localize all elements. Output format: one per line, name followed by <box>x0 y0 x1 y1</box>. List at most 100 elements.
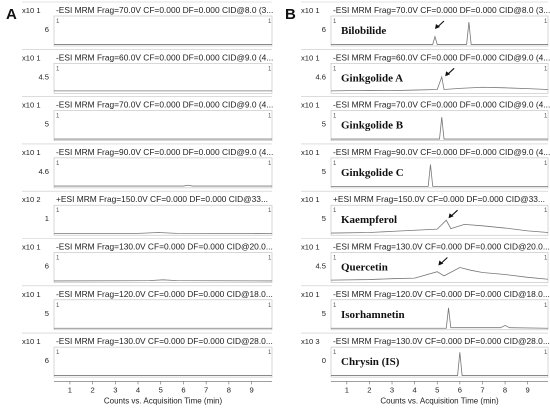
trace-corner-mark: 1 <box>56 256 60 262</box>
x-tick-label: 9 <box>526 385 530 394</box>
trace-corner-mark: 1 <box>268 66 272 72</box>
x-tick-label: 8 <box>227 385 231 394</box>
trace-y-tick: 5 <box>322 214 326 223</box>
trace-y-tick: 6 <box>45 356 49 365</box>
trace-scale: x10 1 <box>301 290 320 299</box>
trace-corner-mark: 1 <box>333 161 337 167</box>
trace-plot-frame <box>53 252 273 283</box>
x-tick-label: 8 <box>503 385 507 394</box>
trace-header: -ESI MRM Frag=70.0V CF=0.000 DF=0.000 CI… <box>333 100 550 110</box>
trace-corner-mark: 1 <box>544 303 548 309</box>
trace-corner-mark: 1 <box>56 114 60 120</box>
trace-header: -ESI MRM Frag=90.0V CF=0.000 DF=0.000 CI… <box>56 147 273 157</box>
trace-corner-mark: 1 <box>333 114 337 120</box>
x-axis-label: Counts vs. Acquisition Time (min) <box>380 396 499 405</box>
trace-plot-frame <box>53 157 273 189</box>
trace-signal-line <box>331 164 548 187</box>
trace-corner-mark: 1 <box>268 303 272 309</box>
trace-plot-frame <box>53 62 273 94</box>
trace-signal-line <box>331 21 548 45</box>
trace-signal-line <box>331 307 549 329</box>
trace-corner-mark: 1 <box>544 66 548 72</box>
trace-scale: x10 1 <box>22 6 41 15</box>
trace-signal-line <box>331 352 548 376</box>
trace-corner-mark: 1 <box>544 256 548 262</box>
trace-header: -ESI MRM Frag=70.0V CF=0.000 DF=0.000 CI… <box>56 5 273 15</box>
trace-header: +ESI MRM Frag=150.0V CF=0.000 DF=0.000 C… <box>56 194 268 204</box>
trace-corner-mark: 1 <box>544 114 548 120</box>
trace-y-tick: 5 <box>322 309 326 318</box>
trace-y-tick: 5 <box>322 120 326 129</box>
trace-corner-mark: 1 <box>333 256 337 262</box>
peak-arrow-head <box>448 213 454 219</box>
trace-corner-mark: 1 <box>544 350 548 356</box>
trace-header: -ESI MRM Frag=70.0V CF=0.000 DF=0.000 CI… <box>56 100 273 110</box>
trace-plot-frame <box>53 204 273 236</box>
trace-y-tick: 4.5 <box>38 72 49 81</box>
trace-scale: x10 1 <box>301 101 320 110</box>
trace-plot-frame <box>53 299 273 331</box>
trace-scale: x10 1 <box>301 195 320 204</box>
compound-label: Ginkgolide B <box>341 120 404 132</box>
trace-header: -ESI MRM Frag=60.0V CF=0.000 DF=0.000 CI… <box>56 52 273 62</box>
trace-scale: x10 1 <box>22 337 41 346</box>
trace-header: -ESI MRM Frag=130.0V CF=0.000 DF=0.000 C… <box>333 242 550 252</box>
trace-corner-mark: 1 <box>333 66 337 72</box>
x-tick-label: 4 <box>136 385 140 394</box>
x-tick-label: 3 <box>390 385 394 394</box>
trace-plot-frame <box>330 204 549 236</box>
trace-plot-frame <box>330 346 549 378</box>
compound-label: Kaempferol <box>341 214 397 226</box>
trace-header: -ESI MRM Frag=120.0V CF=0.000 DF=0.000 C… <box>56 289 273 299</box>
trace-signal-line <box>54 184 272 187</box>
peak-arrow-head <box>438 260 444 266</box>
x-tick-label: 2 <box>90 385 94 394</box>
trace-corner-mark: 1 <box>56 161 60 167</box>
trace-scale: x10 3 <box>301 337 320 346</box>
trace-signal-line <box>53 232 273 235</box>
trace-scale: x10 1 <box>22 290 41 299</box>
trace-y-tick: 6 <box>322 25 326 34</box>
x-tick-label: 5 <box>159 385 163 394</box>
compound-label: Quercetin <box>341 262 388 274</box>
trace-y-tick: 4.5 <box>315 262 326 271</box>
trace-corner-mark: 1 <box>56 19 60 25</box>
trace-y-tick: 1 <box>45 214 49 223</box>
trace-corner-mark: 1 <box>544 208 548 214</box>
trace-y-tick: 0 <box>322 356 326 365</box>
trace-scale: x10 1 <box>301 53 320 62</box>
x-tick-label: 9 <box>249 385 253 394</box>
trace-scale: x10 1 <box>301 6 320 15</box>
compound-label: Chrysin (IS) <box>341 356 400 368</box>
trace-header: -ESI MRM Frag=120.0V CF=0.000 DF=0.000 C… <box>333 289 550 299</box>
trace-signal-line <box>330 75 549 92</box>
trace-plot-frame <box>330 62 549 94</box>
trace-y-tick: 6 <box>45 25 49 34</box>
peak-arrow-head <box>445 71 451 77</box>
x-tick-label: 7 <box>204 385 208 394</box>
compound-label: Ginkgolide C <box>341 167 404 179</box>
trace-signal-line <box>53 279 273 282</box>
x-tick-label: 7 <box>480 385 484 394</box>
trace-header: -ESI MRM Frag=130.0V CF=0.000 DF=0.000 C… <box>56 336 273 346</box>
trace-corner-mark: 1 <box>268 208 272 214</box>
trace-header: -ESI MRM Frag=70.0V CF=0.000 DF=0.000 CI… <box>333 5 550 15</box>
trace-plot-frame <box>53 15 273 47</box>
trace-corner-mark: 1 <box>333 19 337 25</box>
compound-label: Ginkgolide A <box>341 72 403 84</box>
trace-signal-line <box>330 267 549 281</box>
x-tick-label: 5 <box>435 385 439 394</box>
trace-corner-mark: 1 <box>268 256 272 262</box>
trace-plot-frame <box>330 15 549 47</box>
trace-y-tick: 6 <box>45 262 49 271</box>
trace-plot-frame <box>330 157 549 189</box>
x-axis-label: Counts vs. Acquisition Time (min) <box>104 396 223 405</box>
trace-header: -ESI MRM Frag=60.0V CF=0.000 DF=0.000 CI… <box>333 52 550 62</box>
trace-plot-frame <box>53 110 273 141</box>
x-tick-label: 1 <box>345 385 349 394</box>
trace-corner-mark: 1 <box>333 303 337 309</box>
trace-y-tick: 4.6 <box>315 72 326 81</box>
trace-header: -ESI MRM Frag=130.0V CF=0.000 DF=0.000 C… <box>56 242 273 252</box>
x-tick-label: 6 <box>458 385 462 394</box>
